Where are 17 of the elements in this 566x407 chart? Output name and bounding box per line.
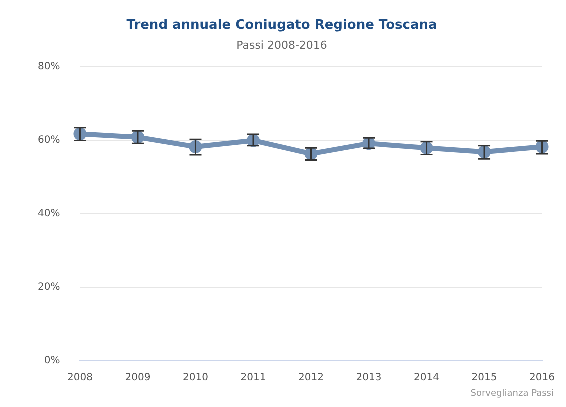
x-tick-label: 2012	[298, 372, 324, 384]
x-tick-label: 2014	[414, 372, 440, 384]
y-tick-label: 40%	[38, 208, 60, 220]
chart-subtitle: Passi 2008-2016	[236, 39, 328, 52]
x-tick-label: 2013	[356, 372, 382, 384]
x-tick-label: 2009	[125, 372, 151, 384]
x-tick-label: 2011	[240, 372, 266, 384]
chart-title: Trend annuale Coniugato Regione Toscana	[126, 18, 438, 34]
text: Sorveglianza Passi	[470, 388, 554, 399]
x-tick-label: 2015	[472, 372, 498, 384]
x-tick-label: 2008	[68, 372, 93, 384]
x-tick-label: 2016	[530, 372, 555, 384]
x-tick-label: 2010	[183, 372, 208, 384]
y-tick-label: 0%	[44, 356, 60, 367]
y-tick-label: 60%	[38, 134, 60, 146]
y-tick-label: 20%	[38, 282, 60, 294]
y-tick-label: 80%	[38, 61, 60, 72]
